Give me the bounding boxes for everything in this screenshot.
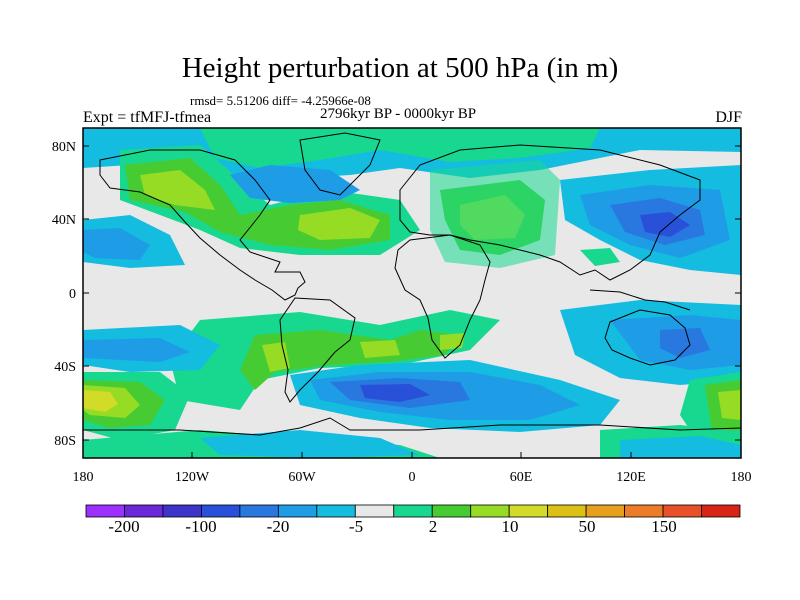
period-label: 2796kyr BP - 0000kyr BP bbox=[320, 106, 477, 122]
lon-label-60e: 60E bbox=[510, 470, 533, 485]
colorbar-label-neg20: -20 bbox=[267, 517, 290, 536]
contour-eafrica-green bbox=[580, 248, 620, 266]
coast-north-america bbox=[99, 149, 306, 301]
colorbar-label-50: 50 bbox=[579, 517, 596, 536]
contour-south-strong2 bbox=[360, 340, 400, 358]
colorbar-swatch bbox=[547, 504, 587, 518]
lat-label-80n: 80N bbox=[52, 140, 76, 155]
colorbar-label-neg5: -5 bbox=[349, 517, 363, 536]
contour-asia-stronger bbox=[640, 212, 690, 237]
contour-south-green-mid bbox=[240, 330, 460, 390]
coast-africa bbox=[394, 234, 491, 359]
contour-nz-strong bbox=[718, 390, 741, 420]
colorbar-swatch bbox=[354, 504, 395, 518]
colorbar-swatch bbox=[508, 504, 549, 518]
coast-indonesia bbox=[589, 289, 691, 311]
contour-antarctic-blue bbox=[200, 430, 420, 458]
coast-greenland bbox=[299, 132, 381, 196]
colorbar-swatch bbox=[85, 504, 125, 518]
colorbar-label-neg200: -200 bbox=[108, 517, 139, 536]
colorbar bbox=[85, 504, 741, 518]
colorbar-label-neg100: -100 bbox=[185, 517, 216, 536]
coastlines bbox=[83, 132, 741, 436]
colorbar-swatch bbox=[585, 504, 625, 518]
colorbar-swatch bbox=[624, 504, 664, 518]
lon-label-60w: 60W bbox=[288, 470, 316, 485]
colorbar-swatch bbox=[239, 504, 279, 518]
coast-south-america bbox=[279, 297, 356, 403]
lat-label-40n: 40N bbox=[52, 213, 76, 228]
colorbar-label-2: 2 bbox=[429, 517, 438, 536]
colorbar-swatch bbox=[316, 504, 356, 518]
plot-title: Height perturbation at 500 hPa (in m) bbox=[181, 52, 619, 84]
colorbar-swatch bbox=[277, 504, 318, 518]
colorbar-swatch bbox=[162, 504, 202, 518]
colorbar-label-150: 150 bbox=[651, 517, 677, 536]
colorbar-swatch bbox=[393, 504, 433, 518]
colorbar-label-10: 10 bbox=[502, 517, 519, 536]
contour-eurasia-light bbox=[430, 160, 560, 268]
stats-text: rmsd= 5.51206 diff= -4.25966e-08 bbox=[190, 93, 371, 108]
colorbar-labels: -200 -100 -20 -5 2 10 50 150 bbox=[108, 517, 676, 536]
lon-label-120w: 120W bbox=[175, 470, 210, 485]
colorbar-swatch bbox=[124, 504, 164, 518]
tick-marks bbox=[82, 145, 742, 458]
contour-so-stronger bbox=[360, 384, 430, 402]
contour-aus-neg-strong bbox=[660, 328, 710, 358]
lon-label-180w: 180 bbox=[73, 470, 94, 485]
contour-pacific-nw-mid bbox=[83, 228, 150, 260]
colorbar-swatch bbox=[662, 504, 702, 518]
contour-na-strong bbox=[140, 170, 215, 210]
season-label: DJF bbox=[715, 109, 742, 126]
contour-spac-neg-mid bbox=[83, 338, 190, 362]
coast-antarctica bbox=[83, 417, 741, 436]
colorbar-swatch bbox=[470, 504, 510, 518]
height-field bbox=[83, 128, 741, 458]
lon-label-180e: 180 bbox=[731, 470, 752, 485]
contour-greenland-neg bbox=[230, 165, 360, 203]
colorbar-swatch bbox=[701, 504, 741, 518]
coast-australia bbox=[604, 309, 691, 366]
lat-label-40s: 40S bbox=[54, 360, 76, 375]
colorbar-swatch bbox=[201, 504, 241, 518]
experiment-label: Expt = tfMFJ-tfmea bbox=[83, 109, 212, 126]
lon-label-0: 0 bbox=[409, 470, 416, 485]
lat-label-80s: 80S bbox=[54, 434, 76, 449]
contour-arctic-green bbox=[200, 128, 600, 168]
contour-atl-strong bbox=[298, 208, 380, 240]
lon-label-120e: 120E bbox=[616, 470, 646, 485]
contour-spw-peak bbox=[83, 390, 118, 412]
contour-antarctic-blue2 bbox=[620, 436, 741, 458]
lat-label-0: 0 bbox=[69, 287, 76, 302]
colorbar-swatch bbox=[431, 504, 472, 518]
